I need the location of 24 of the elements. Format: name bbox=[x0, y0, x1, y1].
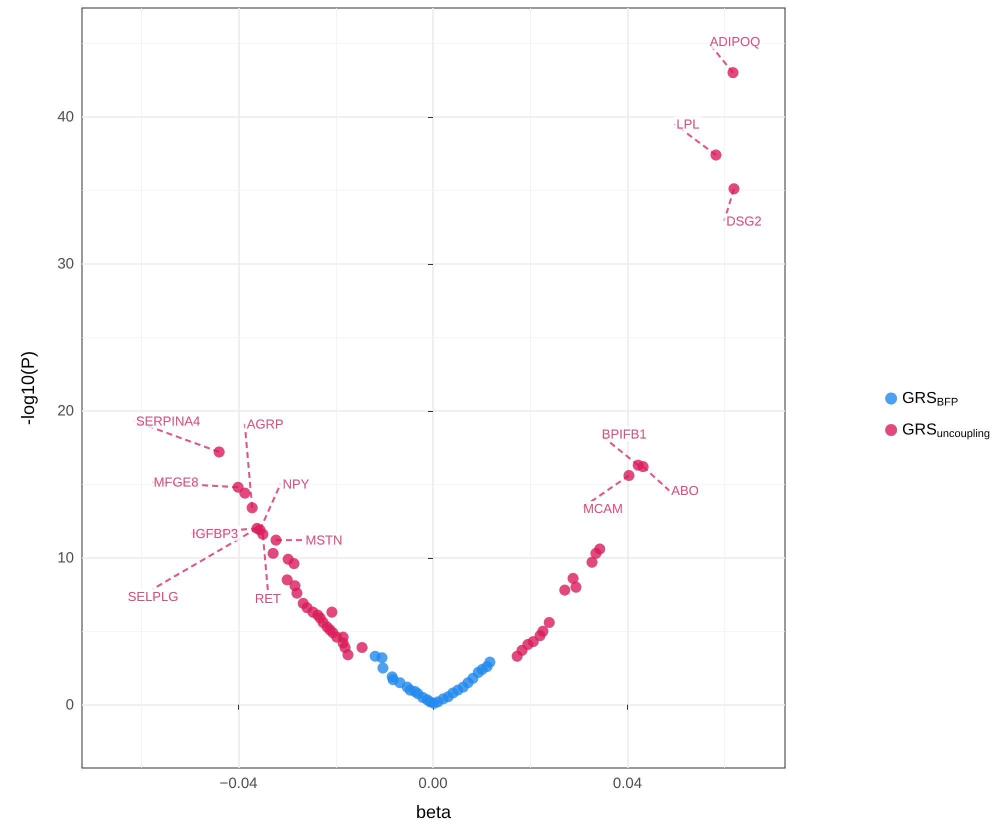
x-tick-label: 0.04 bbox=[612, 775, 642, 792]
y-tick-label: 10 bbox=[57, 549, 74, 566]
annotation: MCAM bbox=[583, 500, 623, 516]
y-tick-label: 30 bbox=[57, 255, 74, 272]
annotation: ABO bbox=[671, 483, 699, 498]
x-axis-title: beta bbox=[416, 802, 452, 822]
annotation: NPY bbox=[282, 476, 310, 492]
y-tick-label: 20 bbox=[57, 402, 74, 420]
annotation: DSG2 bbox=[726, 213, 762, 228]
x-tick-label: 0.00 bbox=[418, 775, 448, 792]
annotation: BPIFB1 bbox=[602, 426, 647, 442]
annotation: MSTN bbox=[306, 532, 342, 548]
annotation: MFGE8 bbox=[154, 474, 198, 490]
annotation: SELPLG bbox=[128, 588, 178, 604]
annotation: IGFBP3 bbox=[192, 526, 238, 541]
y-tick-label: 0 bbox=[66, 696, 74, 714]
y-tick-label: 40 bbox=[57, 108, 74, 126]
x-tick-label: −0.04 bbox=[220, 775, 258, 792]
y-axis-title: -log10(P) bbox=[18, 350, 38, 426]
annotation: ADIPOQ bbox=[710, 34, 760, 50]
annotation: RET bbox=[254, 590, 281, 606]
annotation: AGRP bbox=[246, 416, 284, 432]
annotation: SERPINA4 bbox=[136, 413, 200, 428]
annotation: LPL bbox=[676, 116, 700, 132]
